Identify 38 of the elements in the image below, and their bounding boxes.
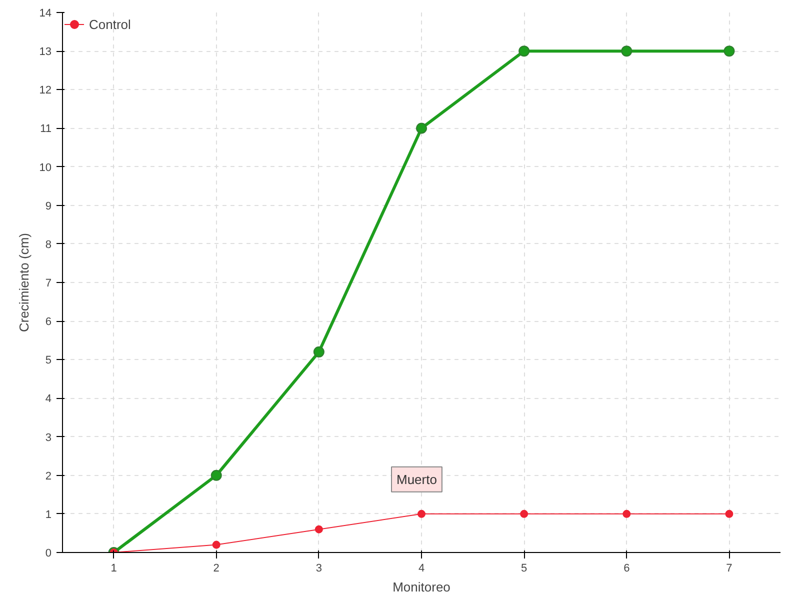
y-axis-title: Crecimiento (cm) bbox=[16, 233, 32, 332]
y-tick-label: 13 bbox=[39, 46, 52, 58]
x-axis-title: Monitoreo bbox=[392, 580, 450, 594]
point bbox=[622, 510, 631, 518]
x-tick-label: 7 bbox=[726, 562, 732, 574]
point bbox=[314, 525, 323, 534]
point bbox=[520, 510, 528, 518]
y-tick-label: 12 bbox=[39, 84, 52, 97]
x-tick-label: 1 bbox=[110, 562, 117, 574]
y-tick-label: 8 bbox=[45, 238, 52, 251]
x-tick-label: 4 bbox=[418, 562, 425, 574]
annotation: Muerto bbox=[396, 472, 437, 487]
y-tick-label: 6 bbox=[45, 316, 52, 328]
y-tick-label: 5 bbox=[45, 354, 52, 367]
y-tick-label: 3 bbox=[45, 432, 52, 444]
point bbox=[313, 346, 324, 358]
point bbox=[416, 122, 427, 134]
x-tick-label: 5 bbox=[521, 562, 528, 574]
x-tick-label: 6 bbox=[624, 562, 630, 574]
y-tick-label: 9 bbox=[45, 200, 52, 212]
point bbox=[724, 46, 735, 57]
y-tick-label: 7 bbox=[45, 278, 52, 290]
x-tick-label: 2 bbox=[213, 562, 220, 574]
point bbox=[418, 510, 426, 518]
x-tick-label: 3 bbox=[316, 562, 322, 574]
y-tick-label: 2 bbox=[45, 470, 52, 482]
legend-label: Control bbox=[89, 16, 131, 32]
y-tick-label: 14 bbox=[39, 8, 52, 20]
point bbox=[725, 510, 734, 518]
point bbox=[621, 46, 632, 57]
y-tick-label: 4 bbox=[45, 393, 52, 406]
point bbox=[210, 470, 222, 481]
y-tick-label: 11 bbox=[40, 123, 52, 136]
y-tick-label: 1 bbox=[45, 508, 52, 521]
point bbox=[518, 46, 530, 57]
y-tick-label: 0 bbox=[45, 548, 52, 560]
point bbox=[212, 540, 220, 549]
y-tick-label: 10 bbox=[39, 162, 52, 174]
